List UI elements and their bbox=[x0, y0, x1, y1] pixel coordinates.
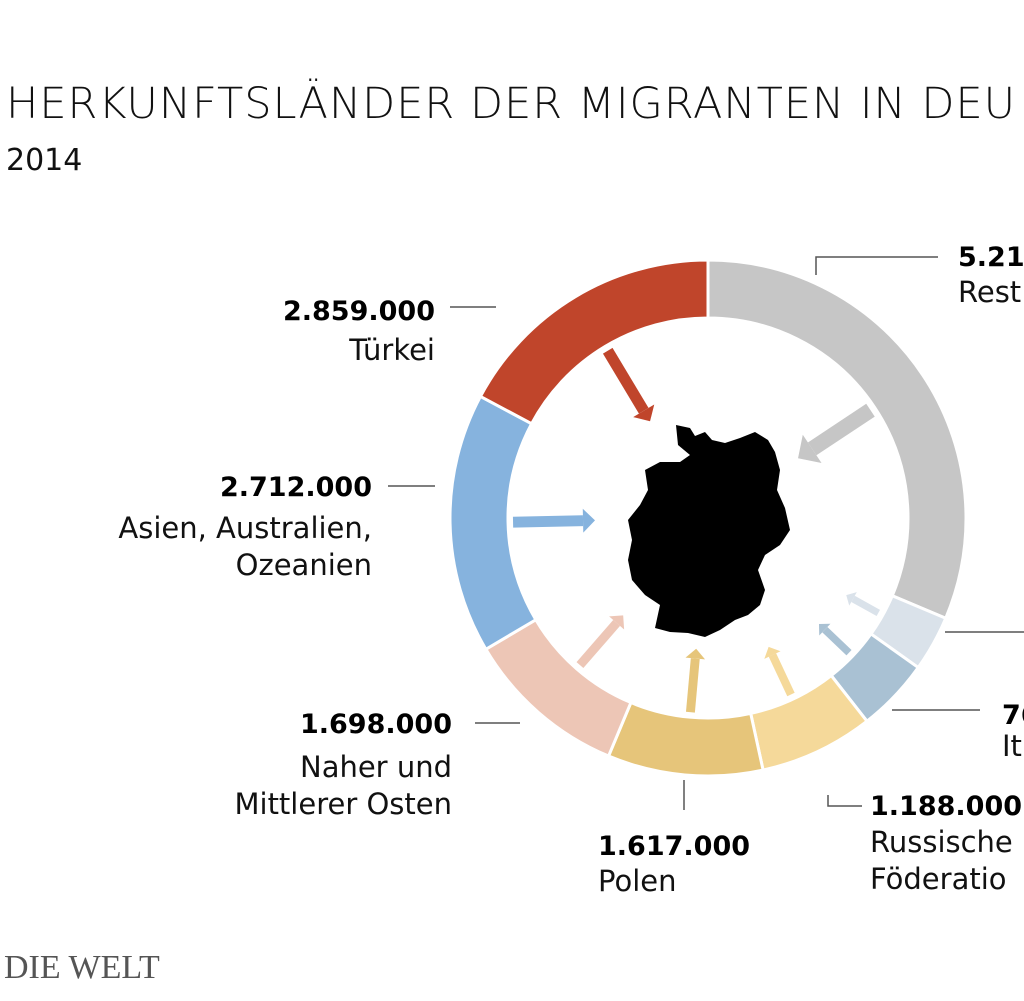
value-label: 1.698.000 bbox=[300, 709, 452, 740]
value-label: 5.21 bbox=[958, 242, 1024, 273]
arrow-shaft bbox=[576, 619, 621, 669]
arrow-head bbox=[685, 648, 706, 660]
category-label: Russische Föderatio bbox=[870, 825, 1013, 896]
chart-subtitle: 2014 bbox=[6, 143, 82, 178]
value-label: 1.617.000 bbox=[598, 831, 750, 862]
value-label: 2.859.000 bbox=[283, 296, 435, 327]
category-label: It bbox=[1002, 729, 1022, 763]
logo: DIE WELT bbox=[4, 949, 160, 986]
category-label: Naher und Mittlerer Osten bbox=[234, 750, 452, 821]
donut-segment bbox=[478, 258, 710, 426]
category-label: Rest bbox=[958, 275, 1021, 309]
value-label: 2.712.000 bbox=[220, 472, 372, 503]
arrow-head bbox=[846, 592, 857, 606]
category-label: Polen bbox=[598, 864, 676, 898]
category-label: Asien, Australien, Ozeanien bbox=[118, 511, 372, 582]
chart-title: HERKUNFTSLÄNDER DER MIGRANTEN IN DEU bbox=[6, 79, 1016, 129]
value-label: 76 bbox=[1002, 700, 1024, 731]
arrow-head bbox=[609, 615, 625, 630]
category-label: Türkei bbox=[348, 333, 435, 367]
arrow-shaft bbox=[851, 595, 881, 617]
arrow-shaft bbox=[602, 347, 649, 414]
arrow-shaft bbox=[685, 658, 700, 713]
leader-line bbox=[827, 795, 862, 807]
donut-segment bbox=[483, 617, 633, 759]
arrow-head bbox=[633, 404, 655, 422]
arrow-head bbox=[764, 646, 781, 659]
arrow-shaft bbox=[768, 653, 795, 697]
arrow-head bbox=[818, 623, 831, 636]
arrow-shaft bbox=[822, 626, 852, 656]
leader-line bbox=[815, 256, 938, 275]
arrow-head bbox=[582, 508, 596, 533]
donut-segment bbox=[606, 700, 765, 778]
arrow-shaft bbox=[512, 515, 584, 528]
germany-map bbox=[628, 425, 790, 637]
arrow-shaft bbox=[807, 403, 875, 456]
arrow-head bbox=[798, 434, 822, 464]
value-label: 1.188.000 bbox=[870, 791, 1022, 822]
